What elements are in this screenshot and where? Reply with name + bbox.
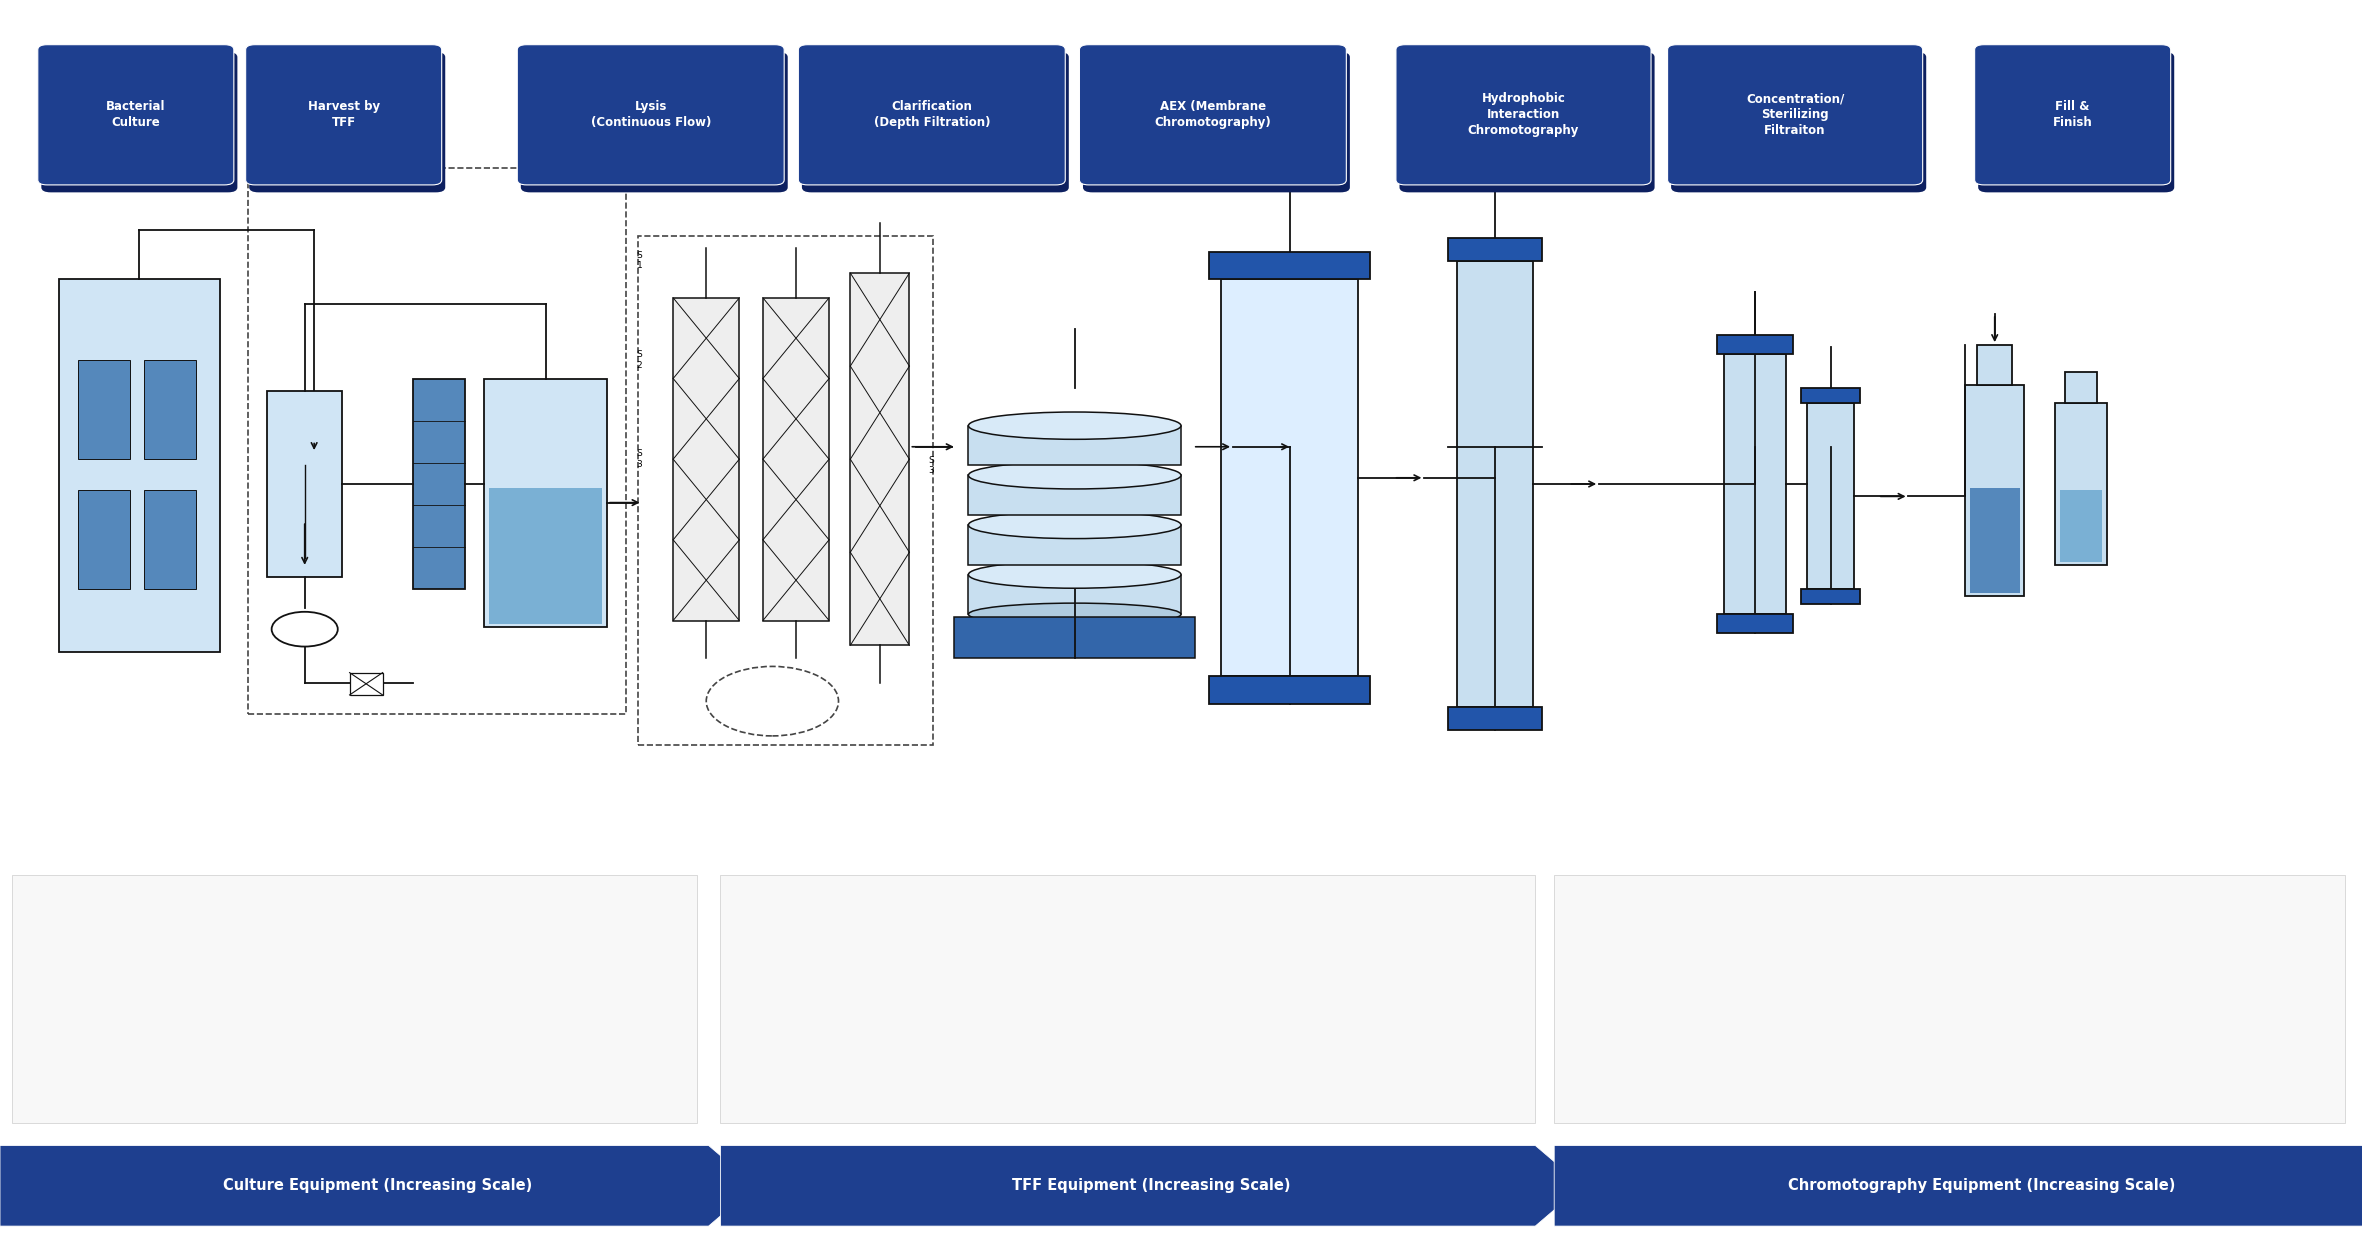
Bar: [78, 360, 130, 459]
Polygon shape: [1554, 1145, 2362, 1226]
Bar: [144, 490, 196, 589]
Text: Chromotography Equipment (Increasing Scale): Chromotography Equipment (Increasing Sca…: [1788, 1178, 2175, 1194]
Text: Harvest by
TFF: Harvest by TFF: [307, 101, 380, 129]
FancyBboxPatch shape: [517, 45, 784, 185]
Bar: [968, 475, 1181, 515]
Text: S
3: S 3: [928, 455, 933, 475]
Bar: [1800, 589, 1861, 604]
Bar: [12, 875, 697, 1123]
Bar: [484, 379, 607, 627]
Ellipse shape: [968, 462, 1181, 489]
Bar: [763, 298, 829, 620]
Bar: [1965, 385, 2024, 596]
Bar: [1554, 875, 2345, 1123]
Bar: [2064, 372, 2097, 403]
FancyBboxPatch shape: [1977, 52, 2173, 192]
Bar: [2055, 403, 2107, 565]
FancyBboxPatch shape: [1398, 52, 1653, 192]
Text: AEX (Membrane
Chromotography): AEX (Membrane Chromotography): [1155, 101, 1271, 129]
FancyBboxPatch shape: [1082, 52, 1351, 192]
Text: Clarification
(Depth Filtration): Clarification (Depth Filtration): [874, 101, 990, 129]
Text: Culture Equipment (Increasing Scale): Culture Equipment (Increasing Scale): [224, 1178, 531, 1194]
Text: S
3: S 3: [638, 449, 642, 469]
Bar: [1970, 488, 2020, 593]
Text: Bacterial
Culture: Bacterial Culture: [106, 101, 165, 129]
FancyBboxPatch shape: [1975, 45, 2171, 185]
Bar: [144, 360, 196, 459]
Text: S
1: S 1: [638, 251, 642, 271]
Text: TFF Equipment (Increasing Scale): TFF Equipment (Increasing Scale): [1013, 1178, 1290, 1194]
Text: Hydrophobic
Interaction
Chromotography: Hydrophobic Interaction Chromotography: [1467, 92, 1580, 138]
Bar: [248, 168, 626, 714]
FancyBboxPatch shape: [250, 52, 444, 192]
Bar: [1977, 345, 2012, 385]
Bar: [1717, 335, 1793, 354]
Bar: [2060, 489, 2102, 562]
Bar: [1717, 614, 1793, 633]
Bar: [1448, 238, 1542, 261]
Ellipse shape: [968, 603, 1181, 625]
Text: Concentration/
Sterilizing
Filtraiton: Concentration/ Sterilizing Filtraiton: [1746, 92, 1845, 138]
Bar: [720, 875, 1535, 1123]
FancyBboxPatch shape: [1668, 45, 1923, 185]
Bar: [1448, 707, 1542, 730]
Bar: [1209, 676, 1370, 704]
Ellipse shape: [968, 511, 1181, 539]
Bar: [954, 617, 1195, 658]
Text: S
2: S 2: [638, 350, 642, 370]
FancyBboxPatch shape: [1396, 45, 1651, 185]
FancyBboxPatch shape: [798, 45, 1065, 185]
FancyBboxPatch shape: [801, 52, 1068, 192]
Circle shape: [272, 612, 338, 647]
Text: Lysis
(Continuous Flow): Lysis (Continuous Flow): [590, 101, 711, 129]
Bar: [1800, 388, 1861, 403]
FancyBboxPatch shape: [1670, 52, 1925, 192]
Bar: [1221, 279, 1358, 676]
Bar: [850, 273, 909, 645]
Polygon shape: [720, 1145, 1583, 1226]
Bar: [1457, 261, 1533, 707]
Bar: [59, 279, 220, 652]
Bar: [413, 379, 465, 589]
Bar: [1807, 403, 1854, 589]
Ellipse shape: [968, 412, 1181, 439]
FancyBboxPatch shape: [520, 52, 789, 192]
Polygon shape: [0, 1145, 756, 1226]
Bar: [350, 673, 383, 695]
Bar: [78, 490, 130, 589]
FancyBboxPatch shape: [40, 52, 236, 192]
Bar: [968, 426, 1181, 465]
Bar: [1724, 354, 1786, 614]
Bar: [267, 391, 342, 577]
Text: Fill &
Finish: Fill & Finish: [2053, 101, 2093, 129]
FancyBboxPatch shape: [38, 45, 234, 185]
Bar: [489, 488, 602, 624]
Bar: [968, 525, 1181, 565]
Bar: [1209, 252, 1370, 279]
FancyBboxPatch shape: [1079, 45, 1346, 185]
Bar: [673, 298, 739, 620]
Ellipse shape: [968, 561, 1181, 588]
Bar: [638, 236, 933, 745]
FancyBboxPatch shape: [246, 45, 442, 185]
Bar: [968, 575, 1181, 614]
